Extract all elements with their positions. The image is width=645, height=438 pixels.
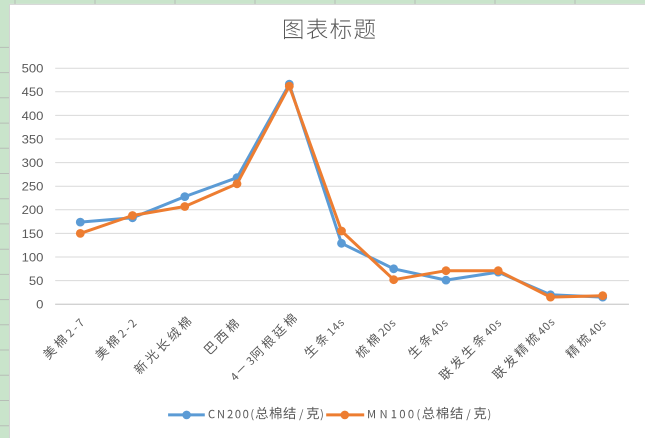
svg-text:50: 50 [29, 274, 44, 288]
svg-text:300: 300 [22, 156, 44, 170]
svg-text:500: 500 [22, 62, 44, 76]
svg-text:0: 0 [36, 298, 43, 312]
svg-text:400: 400 [22, 109, 44, 123]
svg-text:250: 250 [22, 180, 44, 194]
svg-text:450: 450 [22, 85, 44, 99]
svg-text:200: 200 [22, 203, 44, 217]
svg-text:100: 100 [22, 250, 44, 264]
svg-text:150: 150 [22, 227, 44, 241]
svg-text:350: 350 [22, 132, 44, 146]
